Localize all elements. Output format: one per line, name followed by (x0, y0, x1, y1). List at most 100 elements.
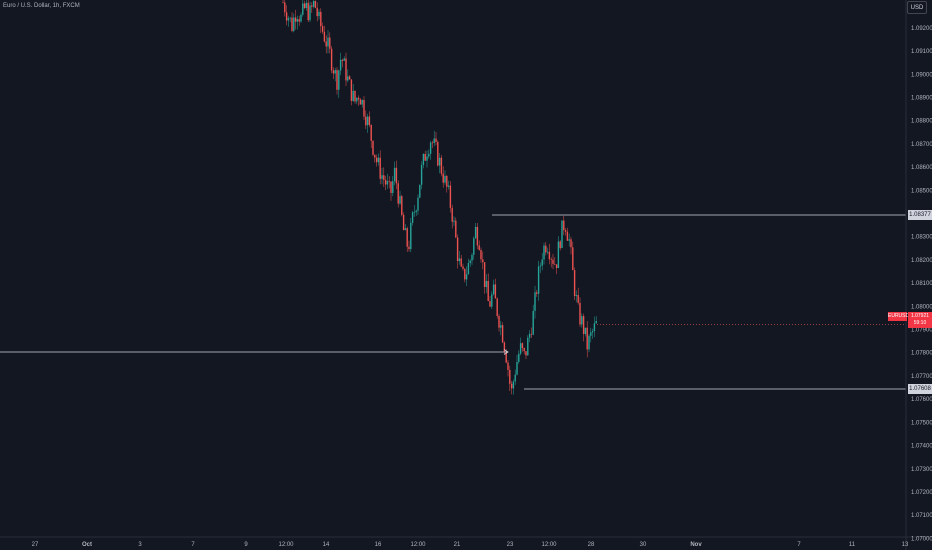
price-tick-label: 1.07900 (911, 328, 932, 334)
candle-body (390, 181, 392, 193)
candle-body (303, 3, 306, 8)
time-tick-label: 21 (454, 542, 461, 548)
candle-body (321, 26, 324, 32)
candle-body (334, 70, 336, 74)
candle-body (393, 167, 396, 182)
support-price-label: 1.07608 (908, 384, 932, 394)
candle-body (357, 97, 360, 100)
candle-body (312, 0, 315, 7)
candle-body (437, 141, 439, 166)
candle-body (561, 220, 563, 249)
candle-body (492, 284, 495, 295)
time-tick-label: 23 (507, 542, 514, 548)
candle-body (579, 302, 581, 325)
candle-body (595, 320, 597, 324)
price-tick-label: 1.07400 (911, 444, 932, 450)
candle-body (516, 361, 518, 375)
candle-body (469, 260, 471, 264)
candle-body (537, 266, 540, 294)
candle-body (462, 266, 464, 269)
time-tick-label: 13 (902, 542, 909, 548)
candle-body (296, 19, 299, 22)
price-tick-label: 1.09000 (911, 72, 932, 78)
candle-body (536, 292, 538, 294)
candle-body (489, 301, 491, 307)
price-tick-label: 1.09200 (911, 26, 932, 32)
candle-body (289, 17, 291, 19)
time-axis-ticks: 27 Oct 3 7 9 12:00 14 16 12:00 21 23 12:00 28 30 Nov 7 1… (32, 542, 909, 548)
candle-body (505, 351, 507, 363)
price-tick-label: 1.08800 (911, 119, 932, 125)
price-tick-label: 1.07700 (911, 374, 932, 380)
candle-body (546, 251, 549, 253)
candle-body (458, 258, 461, 262)
candle-body (372, 140, 374, 155)
resistance-price-label: 1.08377 (908, 210, 932, 220)
last-price-symbol-tag: EURUSD (888, 312, 910, 321)
candle-body (482, 259, 484, 263)
last-price-value: 1.07921 (910, 313, 930, 319)
price-tick-label: 1.07800 (911, 351, 932, 357)
candle-body (323, 31, 326, 42)
price-tick-label: 1.07200 (911, 490, 932, 496)
time-tick-label: 30 (640, 542, 647, 548)
candle-body (507, 362, 509, 370)
candle-body (341, 59, 344, 61)
candle-body (573, 270, 576, 297)
candle-body (429, 142, 432, 154)
price-tick-label: 1.08000 (911, 304, 932, 310)
candle-body (368, 116, 371, 125)
candle-body (500, 325, 502, 328)
candle-body (491, 294, 493, 307)
candle-body (410, 222, 412, 250)
candle-body (343, 58, 345, 61)
candle-body (329, 37, 331, 49)
time-tick-label: 11 (849, 542, 856, 548)
time-tick-label: 12:00 (541, 542, 557, 548)
candle-body (348, 76, 351, 80)
candle-body (575, 295, 578, 297)
candle-body (593, 323, 596, 332)
candle-body (582, 316, 585, 334)
candle-body (379, 157, 381, 179)
candle-body (557, 241, 560, 269)
candle-body (494, 284, 497, 299)
candle-body (406, 228, 408, 247)
candle-body (332, 70, 335, 74)
candle-body (503, 342, 506, 352)
candle-body (420, 165, 423, 185)
candle-body (361, 99, 363, 105)
candle-body (384, 179, 387, 185)
candle-body (415, 210, 417, 213)
candle-body (518, 353, 520, 362)
candle-body (363, 99, 365, 117)
candle-body (318, 11, 320, 17)
candle-body (294, 17, 297, 22)
candle-body (446, 175, 448, 187)
candle-body (442, 173, 444, 183)
candle-body (478, 245, 480, 250)
candle-body (464, 268, 466, 280)
price-tick-label: 1.07600 (911, 397, 932, 403)
candle-body (426, 156, 428, 161)
symbol-title: Euro / U.S. Dollar, 1h, FXCM (3, 3, 80, 9)
currency-button[interactable]: USD (907, 1, 927, 14)
candle-body (509, 369, 511, 384)
candle-body (419, 184, 421, 198)
candle-body (316, 7, 318, 17)
candle-body (521, 343, 524, 349)
candle-body (311, 5, 313, 7)
candle-body (566, 231, 569, 241)
candle-body (383, 175, 385, 180)
time-tick-label: 3 (138, 542, 142, 548)
candle-body (532, 310, 534, 335)
candle-body (588, 335, 590, 350)
candle-body (570, 239, 572, 248)
candle-body (539, 265, 542, 267)
candle-body (422, 154, 425, 166)
price-tick-label: 1.09100 (911, 49, 932, 55)
candle-body (581, 316, 583, 325)
candle-body (471, 254, 473, 261)
candle-body (433, 138, 435, 144)
